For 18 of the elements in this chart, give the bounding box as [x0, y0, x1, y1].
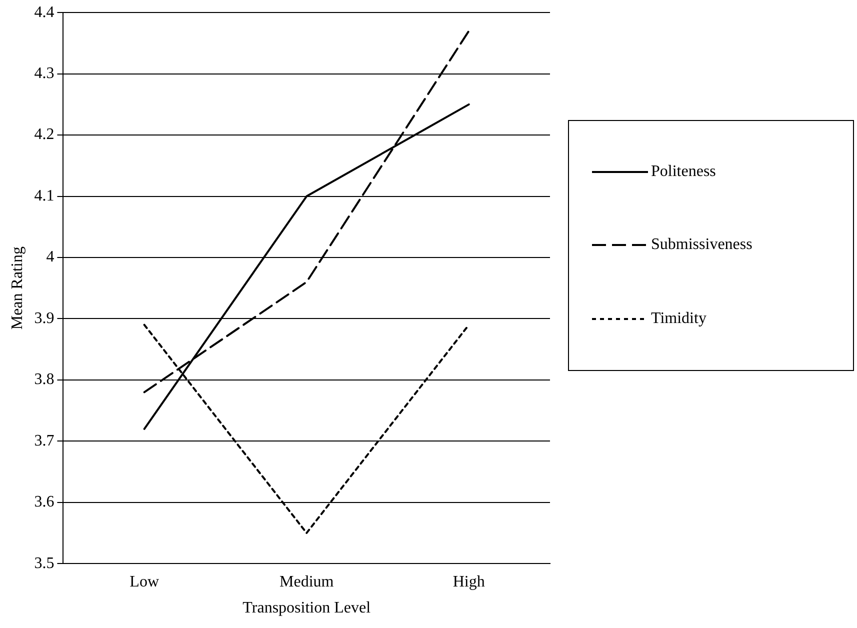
y-axis-title: Mean Rating — [8, 246, 26, 330]
x-tick-label: High — [452, 573, 485, 590]
y-tick-label: 3.8 — [34, 371, 54, 388]
y-tick-label: 4.3 — [34, 65, 54, 82]
legend-label: Politeness — [651, 162, 716, 181]
x-axis-title: Transposition Level — [242, 600, 372, 617]
legend-label: Timidity — [651, 310, 706, 328]
y-tick-label: 4.2 — [34, 126, 54, 144]
legend-label: Submissiveness — [651, 236, 752, 254]
y-tick-label: 3.5 — [34, 554, 54, 572]
x-tick-label: Medium — [279, 573, 334, 590]
y-tick-label: 3.7 — [34, 432, 54, 450]
y-tick-label: 3.6 — [34, 494, 54, 511]
y-tick-label: 4.1 — [34, 187, 54, 204]
x-tick-label: Low — [130, 573, 160, 590]
y-tick-label: 3.9 — [34, 310, 54, 327]
y-tick-label: 4 — [46, 248, 54, 266]
y-tick-label: 4.4 — [34, 4, 54, 21]
